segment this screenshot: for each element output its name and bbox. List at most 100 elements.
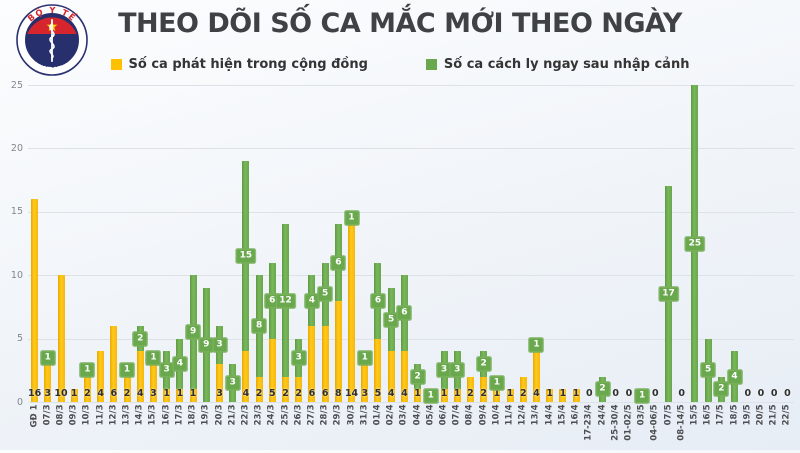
- x-axis-label: 14/4: [544, 404, 555, 426]
- bar-value-label: 6: [110, 388, 118, 399]
- bar-community: [176, 389, 184, 402]
- legend-label-quarantine: Số ca cách ly ngay sau nhập cảnh: [443, 57, 690, 72]
- bar-value-label: 0: [625, 388, 633, 399]
- x-axis-label: 02/4: [385, 404, 396, 426]
- green-value-badge: 2: [595, 381, 610, 397]
- x-axis-label: 21/3: [227, 404, 238, 426]
- green-value-badge: 3: [225, 375, 241, 391]
- bar-value-label: 2: [282, 388, 289, 399]
- bar-community: [31, 199, 39, 402]
- bar-community: [440, 389, 448, 402]
- bar-value-label: 3: [361, 388, 369, 399]
- bar-value-label: 2: [84, 388, 91, 399]
- green-value-badge: 25: [684, 236, 706, 251]
- bar-community: [110, 325, 118, 402]
- x-axis-label: 08/4: [464, 404, 475, 426]
- bar-value-label: 1: [176, 388, 184, 399]
- bar-value-label: 1: [70, 388, 78, 399]
- x-axis-label: 19/5: [742, 404, 753, 426]
- green-value-badge: 1: [528, 337, 544, 353]
- bar-community: [453, 389, 461, 402]
- x-axis-label: 14/3: [134, 404, 145, 426]
- green-value-badge: 15: [235, 248, 257, 264]
- y-axis-label: 10: [10, 269, 23, 281]
- green-value-badge: 2: [410, 369, 426, 385]
- quarantine-swatch-icon: [425, 59, 437, 70]
- bar-value-label: 1: [559, 388, 567, 399]
- green-value-badge: 5: [700, 362, 716, 378]
- bar-community: [255, 376, 263, 402]
- x-axis-label: 16/5: [702, 404, 713, 426]
- green-value-badge: 2: [713, 381, 729, 397]
- green-value-badge: 1: [344, 210, 360, 226]
- ministry-of-health-logo: BỘ Y TẾ MINISTRY OF HEALTH: [16, 4, 88, 76]
- logo-snake-icon: [49, 23, 55, 59]
- green-value-badge: 1: [119, 362, 135, 378]
- bar-community: [149, 363, 157, 402]
- x-axis-label: 09/4: [478, 404, 489, 426]
- bar-value-label: 1: [453, 388, 461, 399]
- green-value-badge: 5: [317, 286, 333, 302]
- green-value-badge: 2: [476, 356, 492, 372]
- bar-value-label: 0: [678, 388, 686, 399]
- bar-community: [532, 351, 540, 402]
- green-value-badge: 4: [727, 369, 743, 385]
- x-axis-label: 13/3: [121, 404, 132, 426]
- bar-value-label: 5: [374, 388, 382, 399]
- y-axis-label: 0: [16, 396, 23, 408]
- green-value-badge: 1: [145, 350, 161, 366]
- bar-value-label: 8: [335, 388, 342, 399]
- legend-item-community: Số ca phát hiện trong cộng đồng: [110, 57, 368, 72]
- bar-value-label: 2: [480, 388, 487, 399]
- bar-community: [136, 351, 144, 402]
- bar-value-label: 6: [308, 388, 316, 399]
- x-axis-label: 11/4: [504, 404, 515, 426]
- bar-value-label: 2: [519, 388, 527, 399]
- y-axis-label: 15: [10, 206, 23, 218]
- bar-community: [374, 338, 382, 402]
- x-axis-label: 11/3: [95, 404, 106, 426]
- green-value-badge: 2: [132, 331, 148, 347]
- bar-community: [334, 300, 342, 402]
- x-axis-label: 13/4: [530, 404, 541, 426]
- x-axis-label: 03/4: [398, 404, 409, 426]
- x-axis-label: 16/4: [570, 404, 581, 426]
- legend-item-quarantine: Số ca cách ly ngay sau nhập cảnh: [425, 57, 690, 72]
- x-axis-label: 22/3: [240, 404, 251, 426]
- bar-community: [189, 389, 197, 402]
- y-axis-label: 20: [10, 142, 23, 154]
- bar-community: [163, 389, 171, 402]
- bar-community: [466, 376, 474, 402]
- bar-value-label: 4: [242, 388, 250, 399]
- bar-community: [321, 325, 329, 402]
- bar-value-label: 2: [255, 388, 263, 399]
- chart-legend: Số ca phát hiện trong cộng đồng Số ca cá…: [0, 57, 800, 72]
- x-axis-label: 18/3: [187, 404, 198, 426]
- x-axis-label: 15/5: [689, 404, 700, 426]
- x-axis-label: 28/3: [319, 404, 330, 426]
- x-axis-label: 01-02/5: [623, 404, 634, 441]
- bar-value-label: 1: [414, 388, 421, 399]
- x-axis-label: 15/3: [147, 404, 158, 426]
- x-axis-label: 24/3: [266, 404, 277, 426]
- x-axis-label: 03/5: [636, 404, 647, 426]
- x-axis-label: 17-23/4: [583, 404, 594, 441]
- bar-community: [70, 389, 78, 402]
- x-axis-label: 20/5: [755, 404, 766, 426]
- bar-community: [400, 351, 408, 402]
- bar-value-label: 3: [44, 388, 52, 399]
- bar-value-label: 2: [123, 388, 131, 399]
- bar-value-label: 5: [269, 388, 276, 399]
- bar-community: [559, 389, 567, 402]
- bar-value-label: 0: [612, 388, 620, 399]
- x-axis-label: 26/3: [293, 404, 304, 426]
- bar-value-label: 0: [757, 388, 765, 399]
- x-axis-label: 04/4: [412, 404, 423, 426]
- bar-value-label: 0: [770, 388, 778, 399]
- bar-community: [83, 376, 91, 402]
- x-axis-label: 31/3: [359, 404, 370, 426]
- bar-value-label: 0: [784, 388, 791, 399]
- x-axis-label: 07/3: [42, 404, 53, 426]
